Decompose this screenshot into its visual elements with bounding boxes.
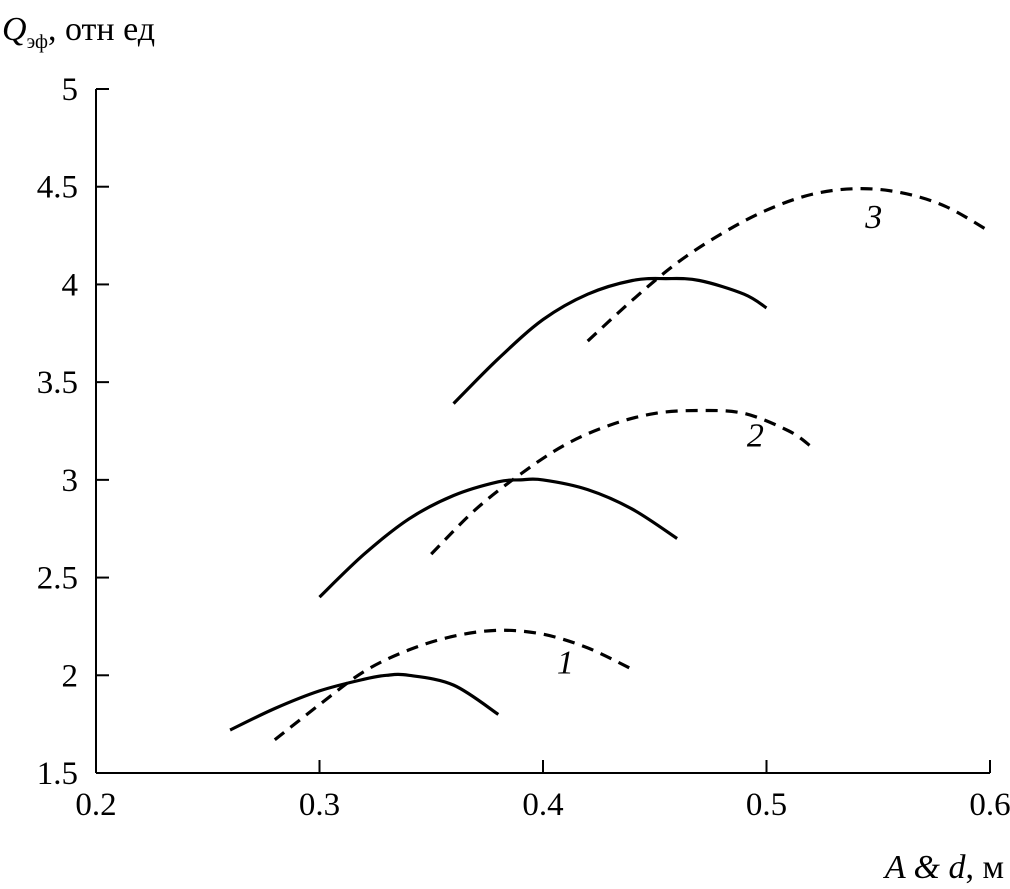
x-axis-symbol-d: d bbox=[948, 849, 966, 886]
curve-2-dashed bbox=[430, 408, 813, 556]
curve-label-1: 1 bbox=[557, 644, 574, 681]
y-tick-label: 1.5 bbox=[37, 756, 78, 792]
curve-1-solid bbox=[229, 672, 500, 732]
curve-label-2: 2 bbox=[747, 418, 764, 455]
y-axis-symbol: Q bbox=[2, 11, 27, 48]
x-tick-label: 0.3 bbox=[299, 787, 340, 823]
ticks: 1.5 2 2.5 3 3.5 4 4.5 5 0.2 0.3 0.4 0.5 0.6 bbox=[37, 72, 1010, 823]
x-tick-label: 0.2 bbox=[75, 787, 116, 823]
curves bbox=[229, 187, 991, 742]
x-axis-title: A & d, м bbox=[883, 849, 1004, 886]
x-axis-rest: , м bbox=[965, 849, 1004, 886]
y-tick-label: 2 bbox=[62, 658, 79, 694]
y-axis-title: Qэф, отн ед bbox=[2, 11, 155, 53]
y-tick-label: 3.5 bbox=[37, 365, 78, 401]
y-tick-label: 5 bbox=[62, 72, 79, 108]
y-tick-label: 4 bbox=[62, 267, 79, 303]
x-axis-amp: & bbox=[905, 849, 948, 886]
y-axis-subscript: эф bbox=[27, 31, 48, 53]
x-tick-label: 0.4 bbox=[522, 787, 563, 823]
curve-3-solid bbox=[452, 276, 768, 405]
y-axis-rest: , отн ед bbox=[48, 11, 155, 48]
x-axis-symbol-a: A bbox=[883, 849, 906, 886]
x-tick-label: 0.6 bbox=[969, 787, 1010, 823]
curve-1-dashed bbox=[273, 628, 634, 742]
curve-labels: 1 2 3 bbox=[557, 199, 882, 682]
curve-3-dashed bbox=[586, 187, 991, 343]
y-tick-label: 4.5 bbox=[37, 170, 78, 206]
curve-2-solid bbox=[318, 477, 678, 599]
y-tick-label: 2.5 bbox=[37, 561, 78, 597]
x-tick-label: 0.5 bbox=[746, 787, 787, 823]
y-tick-label: 3 bbox=[62, 463, 79, 499]
curve-label-3: 3 bbox=[864, 199, 882, 236]
axes bbox=[95, 89, 990, 774]
